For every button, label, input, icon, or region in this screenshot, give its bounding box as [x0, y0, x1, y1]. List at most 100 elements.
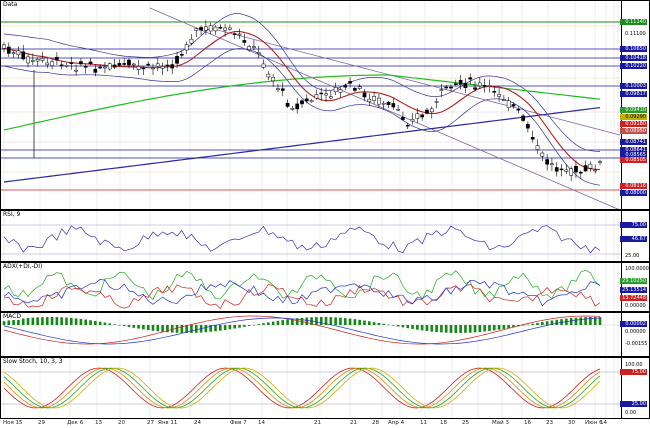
stoch-axis-tick: 100.00 — [625, 362, 643, 368]
candle-body — [482, 85, 487, 87]
candle-body — [453, 83, 458, 85]
date-tick-label: 18 — [440, 420, 447, 426]
candle-body — [45, 62, 50, 66]
candle-body — [300, 100, 304, 105]
candle-body — [184, 44, 189, 51]
bollinger-lower-line — [3, 48, 601, 186]
macd-histogram-bar — [180, 325, 184, 333]
candle-body — [252, 46, 256, 48]
date-tick-label: 16 — [524, 420, 531, 426]
macd-histogram-bar — [257, 324, 261, 325]
candle-body — [324, 93, 328, 96]
bollinger-upper-line — [3, 13, 601, 152]
candle-body — [381, 102, 386, 105]
date-tick-label: 24 — [194, 420, 201, 426]
indicator-value-tag: 0.00002 — [620, 321, 647, 327]
macd-histogram-bar — [449, 325, 453, 333]
candle-body — [377, 97, 381, 105]
macd-histogram-bar — [420, 325, 424, 331]
price-panel-title: Data — [2, 1, 19, 8]
indicator-value-tag: 75.00 — [620, 222, 647, 228]
price-level-tag: 0.08950 — [620, 128, 647, 134]
macd-histogram-bar — [411, 325, 414, 329]
date-tick-label: 21 — [314, 420, 321, 426]
macd-histogram-bar — [343, 318, 347, 325]
macd-histogram-bar — [492, 325, 496, 331]
candle-body — [502, 99, 506, 101]
macd-histogram-bar — [252, 325, 256, 326]
candle-body — [458, 79, 463, 85]
macd-histogram-bar — [440, 325, 443, 333]
candle-body — [415, 113, 420, 119]
macd-histogram-bar — [21, 318, 25, 325]
candle-body — [232, 33, 237, 35]
macd-histogram-bar — [348, 318, 352, 325]
candle-body — [463, 82, 468, 89]
macd-histogram-bar — [50, 317, 54, 325]
macd-histogram-bar — [267, 322, 270, 325]
macd-histogram-bar — [69, 317, 73, 325]
candle-body — [83, 66, 88, 68]
date-tick-label: Ноя 15 — [3, 420, 23, 426]
macd-panel[interactable] — [0, 312, 622, 357]
adx-panel[interactable] — [0, 262, 622, 312]
candle-body — [64, 65, 69, 67]
candle-body — [223, 27, 227, 31]
candle-body — [21, 51, 26, 60]
macd-histogram-bar — [589, 317, 592, 325]
candle-body — [6, 46, 11, 54]
candle-body — [117, 63, 122, 66]
macd-histogram-bar — [315, 317, 318, 325]
macd-histogram-bar — [194, 325, 198, 333]
macd-histogram-bar — [372, 322, 376, 325]
candle-body — [295, 103, 300, 110]
price-level-tag: 0.09817 — [620, 91, 647, 97]
date-tick-label: 14 — [600, 420, 607, 426]
stoch-panel[interactable] — [0, 357, 622, 419]
candle-body — [578, 171, 583, 174]
candle-body — [247, 46, 251, 50]
candle-body — [372, 96, 376, 101]
candle-body — [208, 25, 213, 32]
date-tick-label: Дек 6 — [67, 420, 84, 426]
macd-histogram-bar — [569, 318, 573, 325]
candle-body — [131, 63, 136, 66]
indicator-value-tag: 25.13514 — [620, 287, 647, 293]
macd-histogram-bar — [233, 325, 237, 329]
candle-body — [127, 59, 131, 66]
candle-body — [328, 96, 333, 99]
trend-channel-line — [149, 7, 621, 211]
candle-body — [112, 64, 117, 68]
macd-histogram-bar — [478, 325, 482, 333]
date-tick-label: Июн 6 — [585, 420, 603, 426]
macd-histogram-bar — [430, 325, 434, 332]
price-panel[interactable] — [0, 0, 622, 210]
price-axis-tick: 0.11100 — [625, 31, 646, 37]
candle-body — [314, 94, 319, 99]
macd-histogram-bar — [65, 317, 68, 325]
candle-body — [237, 33, 242, 36]
adx-panel-title: ADX(+DI,-DI) — [2, 263, 44, 270]
rsi-panel[interactable] — [0, 210, 622, 262]
macd-histogram-bar — [555, 319, 559, 325]
date-tick-label: 28 — [372, 420, 379, 426]
macd-histogram-bar — [454, 325, 458, 333]
macd-histogram-bar — [468, 325, 472, 333]
candle-body — [429, 108, 434, 113]
macd-histogram-bar — [36, 317, 39, 325]
macd-histogram-bar — [291, 318, 294, 325]
candle-body — [405, 124, 410, 127]
moving-average-blue-line — [3, 107, 601, 183]
candle-body — [204, 26, 208, 31]
candle-body — [280, 88, 285, 91]
macd-histogram-bar — [593, 317, 597, 325]
macd-histogram-bar — [60, 317, 63, 325]
stoch-series-line — [3, 367, 601, 409]
price-level-tag: 0.08505 — [620, 157, 647, 163]
macd-histogram-bar — [238, 325, 241, 328]
candle-body — [540, 152, 545, 157]
candle-body — [146, 63, 151, 66]
macd-histogram-bar — [329, 317, 333, 325]
macd-histogram-bar — [526, 324, 530, 326]
